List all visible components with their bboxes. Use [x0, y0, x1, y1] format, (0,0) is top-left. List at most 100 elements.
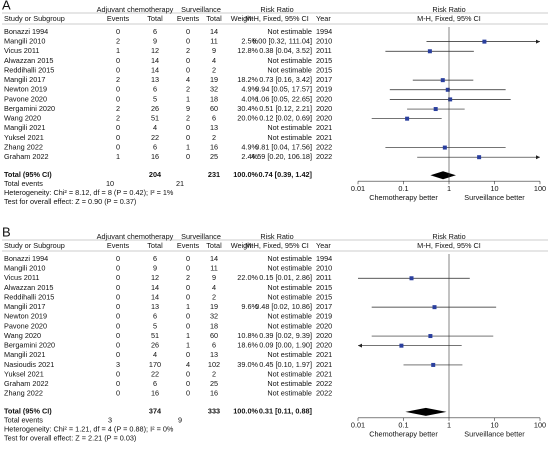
study-name: Mangili 2010	[4, 264, 45, 273]
study-name: Wang 2020	[4, 331, 41, 340]
column-header: Total	[206, 14, 222, 23]
year: 2020	[316, 321, 332, 330]
total: 6	[153, 312, 157, 321]
total: 32	[210, 312, 218, 321]
study-name: Bonazzi 1994	[4, 27, 48, 36]
year: 2015	[316, 56, 332, 65]
events: 0	[186, 27, 190, 36]
weight: 9.6%	[241, 302, 258, 311]
total: 12	[151, 273, 159, 282]
year: 2019	[316, 85, 332, 94]
events: 0	[186, 65, 190, 74]
total: 102	[208, 360, 220, 369]
total: 2	[212, 133, 216, 142]
total: 60	[210, 104, 218, 113]
total: 6	[153, 254, 157, 263]
year: 2021	[316, 123, 332, 132]
risk-ratio: 4.59 [0.20, 106.18]	[251, 152, 312, 161]
risk-ratio: Not estimable	[267, 369, 312, 378]
events: 0	[116, 85, 120, 94]
column-header: Year	[316, 14, 331, 23]
total: 18	[210, 94, 218, 103]
risk-ratio: 1.06 [0.05, 22.65]	[255, 94, 312, 103]
year: 2017	[316, 75, 332, 84]
column-header: Weight	[231, 14, 254, 23]
ci-arrow	[536, 39, 540, 44]
events: 0	[116, 123, 120, 132]
total: 9	[153, 37, 157, 46]
total: 6	[212, 341, 216, 350]
events: 0	[116, 331, 120, 340]
risk-ratio: Not estimable	[267, 56, 312, 65]
risk-ratio: 0.73 [0.16, 3.42]	[259, 75, 312, 84]
events: 9	[186, 104, 190, 113]
total: 170	[149, 360, 161, 369]
total: 16	[151, 389, 159, 398]
risk-ratio: 0.31 [0.11, 0.88]	[259, 407, 313, 416]
events: 1	[186, 94, 190, 103]
study-name: Reddihalli 2015	[4, 292, 54, 301]
risk-ratio: Not estimable	[267, 123, 312, 132]
group-header: Surveillance	[181, 5, 221, 14]
year: 2010	[316, 264, 332, 273]
risk-ratio: 0.51 [0.12, 2.21]	[259, 104, 312, 113]
point-estimate	[477, 155, 482, 160]
total-events-label: Total events	[4, 416, 43, 425]
weight: 39.0%	[237, 360, 258, 369]
heterogeneity: Heterogeneity: Chi² = 1.21, df = 4 (P = …	[4, 425, 174, 434]
total: 9	[153, 264, 157, 273]
x-tick-label: 1	[447, 421, 451, 430]
events: 0	[186, 321, 190, 330]
axis-label: Chemotherapy better	[369, 193, 438, 202]
study-name: Newton 2019	[4, 85, 47, 94]
total: 22	[151, 369, 159, 378]
year: 2020	[316, 94, 332, 103]
events: 2	[186, 273, 190, 282]
events: 0	[116, 264, 120, 273]
total: 25	[210, 152, 218, 161]
total: 11	[210, 264, 218, 273]
events: 0	[116, 302, 120, 311]
risk-ratio: Not estimable	[267, 27, 312, 36]
total: 4	[212, 283, 216, 292]
risk-ratio: Not estimable	[267, 321, 312, 330]
weight: 2.5%	[241, 37, 258, 46]
study-name: Pavone 2020	[4, 321, 47, 330]
risk-ratio: Not estimable	[267, 254, 312, 263]
events: 0	[186, 369, 190, 378]
total: 26	[151, 341, 159, 350]
weight: 4.9%	[241, 85, 258, 94]
point-estimate	[482, 39, 487, 44]
total: 19	[210, 75, 218, 84]
events: 1	[186, 302, 190, 311]
events: 0	[116, 65, 120, 74]
risk-ratio: 0.15 [0.01, 2.86]	[259, 273, 312, 282]
panel-label: B	[2, 224, 11, 239]
total: 2	[212, 369, 216, 378]
group-header: Surveillance	[181, 232, 221, 241]
risk-ratio: Not estimable	[267, 264, 312, 273]
point-estimate	[427, 49, 432, 54]
events: 1	[116, 152, 120, 161]
risk-ratio: 0.38 [0.04, 3.52]	[259, 46, 312, 55]
risk-ratio: Not estimable	[267, 133, 312, 142]
point-estimate	[445, 87, 450, 92]
events: 0	[116, 94, 120, 103]
heterogeneity: Heterogeneity: Chi² = 8.12, df = 8 (P = …	[4, 188, 174, 197]
total: 14	[210, 254, 218, 263]
weight: 22.0%	[237, 273, 258, 282]
year: 2011	[316, 273, 332, 282]
events: 0	[186, 389, 190, 398]
total: 11	[210, 37, 218, 46]
column-header: Study or Subgroup	[4, 14, 65, 23]
total: 4	[212, 56, 216, 65]
events: 1	[116, 46, 120, 55]
ci-arrow	[536, 155, 540, 160]
total: 22	[151, 133, 159, 142]
column-header: Year	[316, 241, 331, 250]
x-tick-label: 0.1	[398, 184, 408, 193]
total: 9	[212, 273, 216, 282]
point-estimate	[399, 343, 404, 348]
total: 14	[151, 283, 159, 292]
total: 6	[153, 379, 157, 388]
